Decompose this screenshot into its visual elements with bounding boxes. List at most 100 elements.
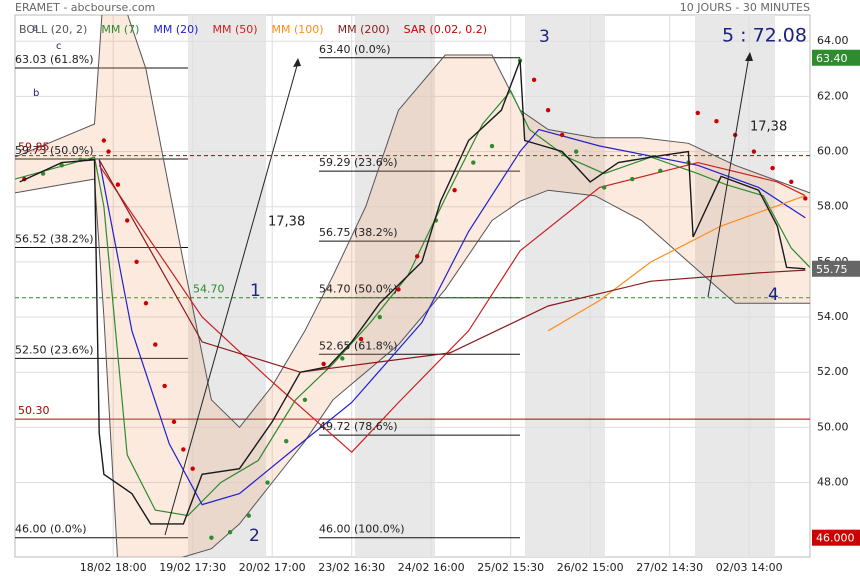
day-band [695, 15, 775, 557]
sar-dot [695, 110, 700, 116]
x-tick-label: 24/02 16:00 [398, 561, 465, 574]
sar-dot [396, 287, 401, 292]
legend-entry: BOLL (20, 2) [19, 23, 87, 36]
sar-dot [340, 356, 345, 361]
sar-dot [181, 447, 186, 452]
trend-arrow [707, 55, 750, 298]
h-line-label: 54.70 [193, 283, 225, 296]
annotation: 17,38 [750, 120, 787, 135]
day-band [525, 15, 605, 557]
sar-dot [106, 149, 111, 154]
sar-dot [171, 419, 177, 425]
sar-dot [751, 149, 757, 154]
legend-entry: SAR (0.02, 0.2) [404, 23, 487, 36]
sar-dot [321, 361, 326, 367]
sar-dot [358, 336, 364, 342]
x-tick-label: 20/02 17:00 [239, 561, 306, 574]
sar-dot [284, 438, 289, 444]
fib-label: 63.03 (61.8%) [15, 53, 94, 66]
annotation: a [32, 23, 38, 34]
price-tag [812, 260, 860, 277]
y-tick-label: 62.00 [817, 89, 849, 102]
sar-dot [115, 182, 121, 187]
legend-entry: MM (200) [338, 23, 390, 36]
fib-label: 49.72 (78.6%) [319, 420, 398, 433]
annotation: 3 [539, 27, 550, 47]
fib-label: 52.65 (61.8%) [319, 339, 398, 352]
indicator-line [98, 128, 806, 506]
fib-label: 46.00 (0.0%) [15, 523, 87, 536]
y-tick-label: 58.00 [817, 200, 849, 213]
arrow-head [293, 58, 301, 67]
x-tick-label: 18/02 18:00 [80, 561, 147, 574]
y-tick-label: 60.00 [817, 145, 849, 158]
sar-dot [209, 535, 214, 540]
x-tick-label: 02/03 14:00 [716, 561, 783, 574]
sar-dot [377, 314, 382, 320]
fib-label: 52.50 (23.6%) [15, 343, 94, 356]
sar-dot [143, 301, 149, 306]
legend-entry: MM (7) [101, 23, 139, 36]
price-line [19, 60, 806, 525]
annotation: 4 [768, 285, 779, 305]
fib-label: 56.52 (38.2%) [15, 233, 94, 246]
legend-entry: MM (100) [272, 23, 324, 36]
sar-dot [770, 165, 775, 171]
sar-dot [125, 218, 130, 223]
sar-dot [789, 179, 794, 185]
sar-dot [714, 118, 719, 124]
sar-dot [59, 163, 64, 168]
chart-title: ERAMET - abcbourse.com [15, 1, 155, 14]
y-tick-label: 64.00 [817, 34, 849, 47]
annotation: 1 [250, 281, 261, 301]
x-tick-label: 27/02 14:30 [636, 561, 703, 574]
fib-label: 46.00 (100.0%) [319, 523, 405, 536]
sar-dot [101, 138, 107, 143]
sar-dot [302, 397, 308, 402]
sar-dot [602, 185, 607, 190]
sar-dot [531, 77, 537, 83]
price-tag-label: 55.75 [816, 263, 848, 276]
sar-dot [803, 196, 808, 201]
h-line-label: 59.85 [18, 141, 50, 154]
fib-label: 63.40 (0.0%) [319, 43, 391, 56]
annotation: c [56, 41, 62, 52]
legend-entry: MM (20) [153, 23, 198, 36]
annotation: 17,38 [268, 215, 305, 230]
price-tag-label: 46.000 [816, 532, 855, 545]
boll-lower [15, 178, 810, 557]
sar-dot [134, 259, 139, 265]
x-tick-label: 25/02 15:30 [477, 561, 544, 574]
boll-band [15, 15, 810, 557]
indicator-line [15, 89, 810, 517]
y-tick-label: 54.00 [817, 310, 849, 323]
x-tick-label: 23/02 16:30 [318, 561, 385, 574]
legend-entry: MM (50) [212, 23, 257, 36]
sar-dot [573, 149, 579, 154]
price-tag [812, 529, 860, 546]
sar-dot [489, 143, 495, 149]
fib-label: 59.73 (50.0%) [15, 144, 94, 157]
day-bands [188, 15, 775, 557]
sar-dot [452, 187, 457, 193]
trend-arrow [164, 61, 299, 536]
y-tick-label: 52.00 [817, 365, 849, 378]
boll-upper [15, 15, 810, 429]
sar-dot [545, 107, 551, 113]
sar-dot [414, 254, 420, 259]
price-tag-label: 63.40 [816, 52, 848, 65]
sar-dot [265, 480, 270, 485]
x-tick-label: 26/02 15:00 [557, 561, 624, 574]
fib-label: 56.75 (38.2%) [319, 226, 398, 239]
annotation: 5 : 72.08 [722, 25, 807, 47]
indicator-line [98, 159, 806, 373]
price-tag [812, 49, 860, 66]
fib-label: 54.70 (50.0%) [319, 283, 398, 296]
chart-subtitle: 10 JOURS - 30 MINUTES [680, 1, 810, 14]
sar-dot [246, 513, 252, 518]
sar-dot [630, 176, 635, 182]
x-tick-label: 19/02 17:30 [159, 561, 226, 574]
y-tick-label: 50.00 [817, 420, 849, 433]
day-band [355, 15, 435, 557]
